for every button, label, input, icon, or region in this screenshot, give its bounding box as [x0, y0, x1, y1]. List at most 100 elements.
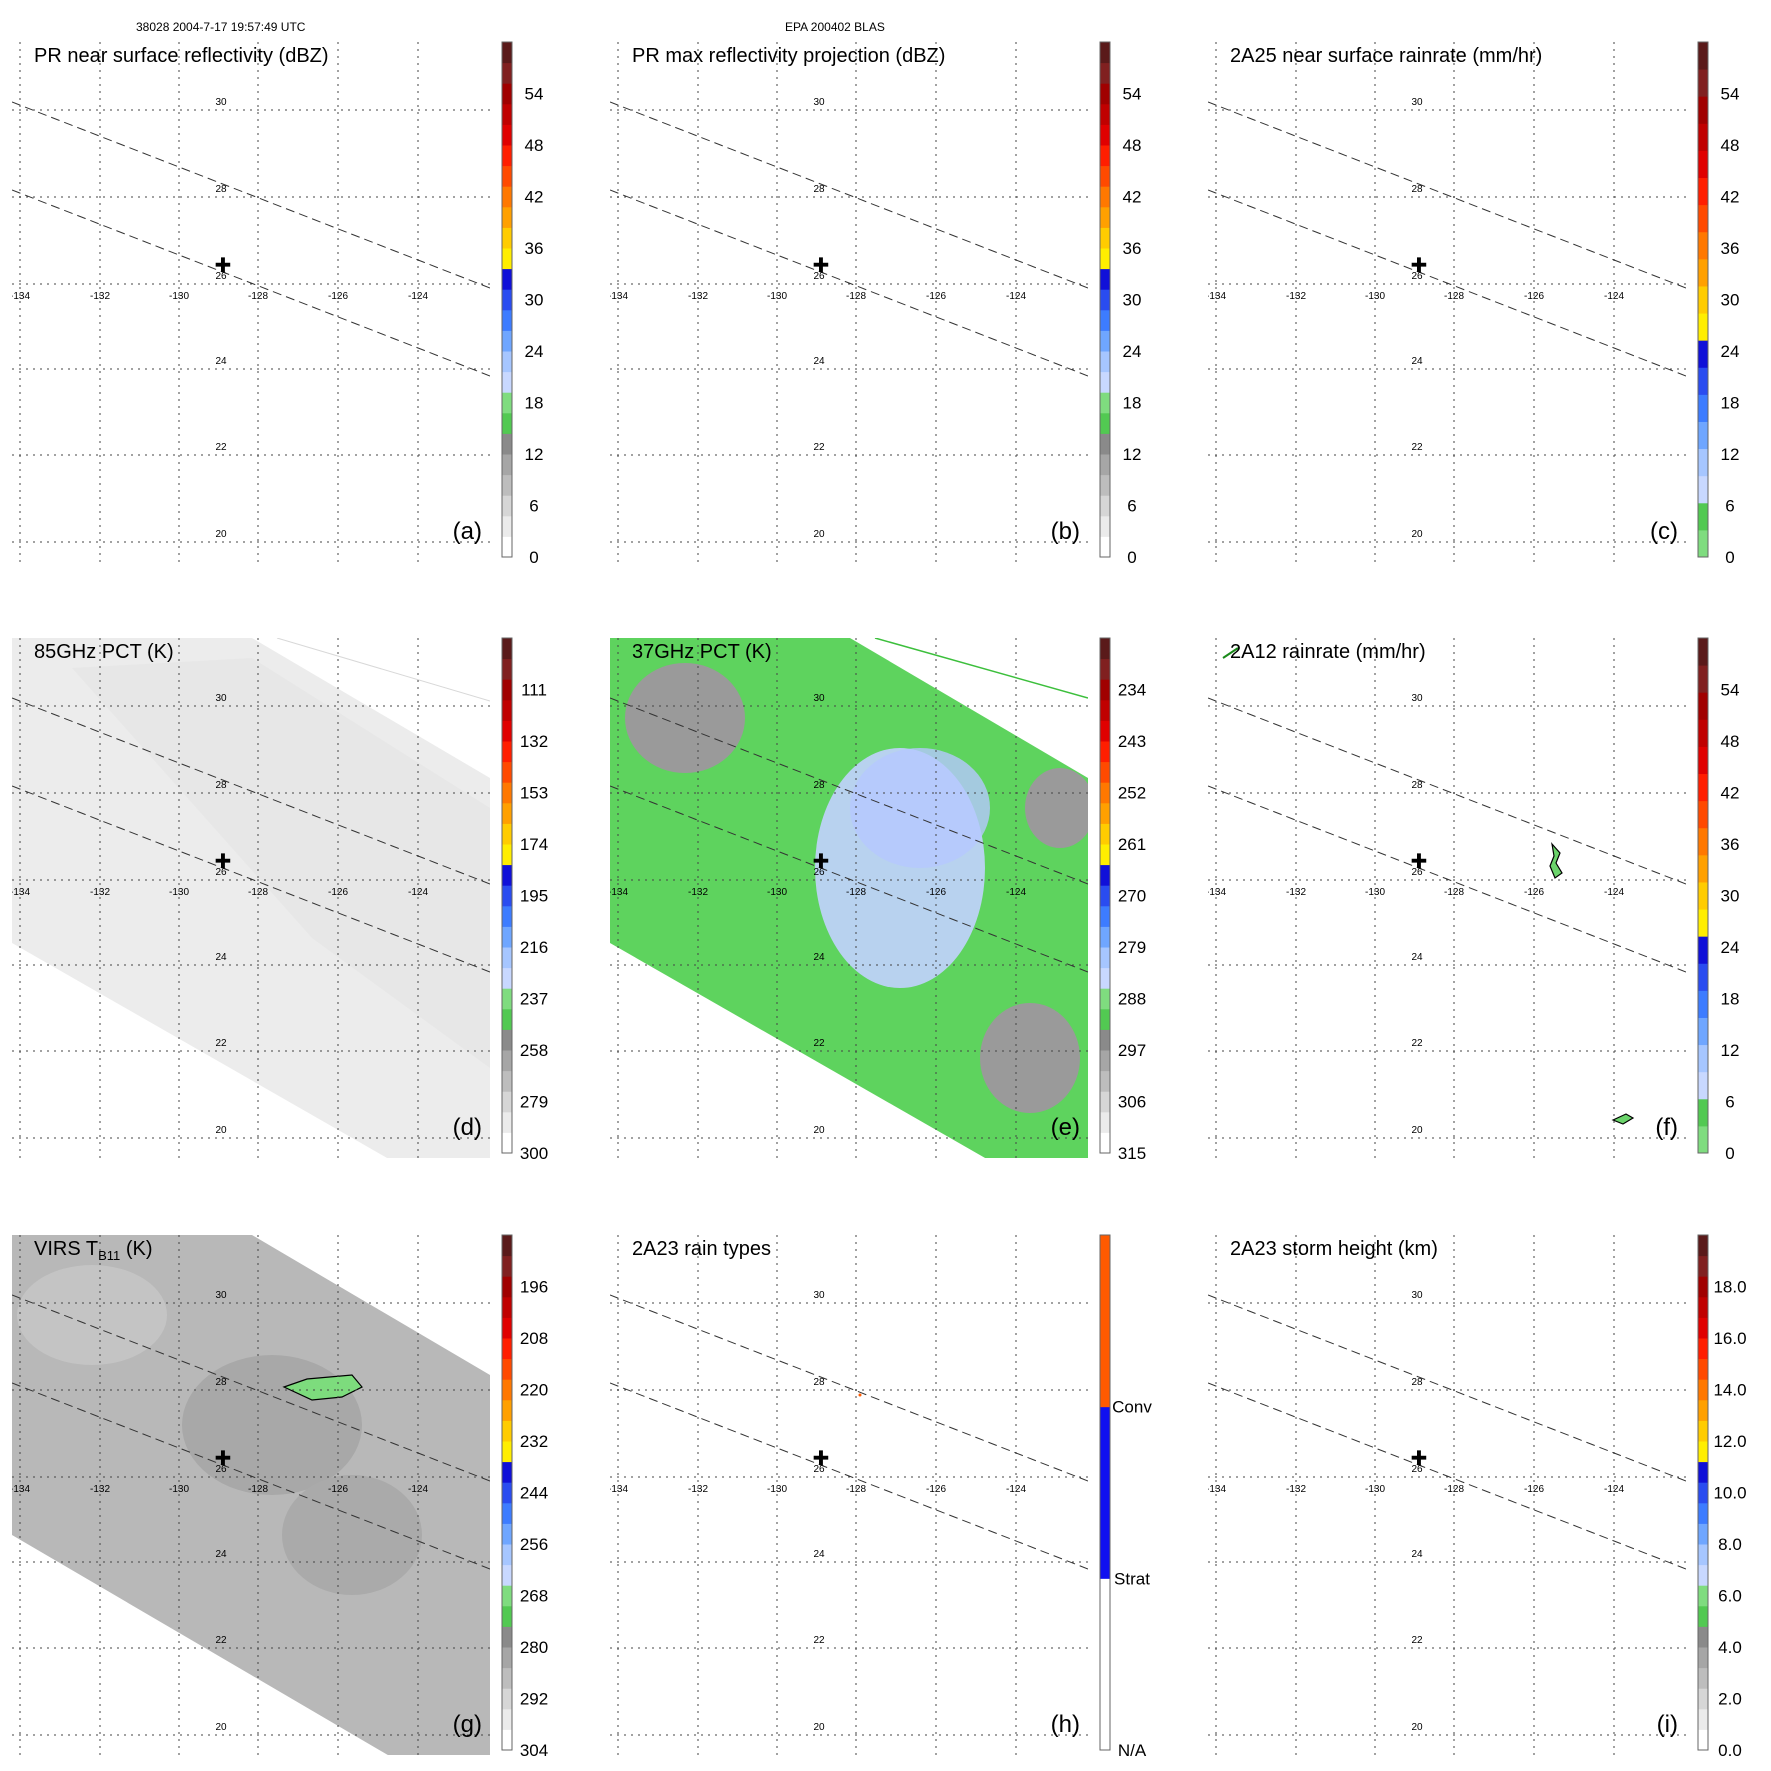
site-marker-icon: ✚ — [215, 253, 232, 277]
colorbar-tick-label: 2.0 — [1718, 1690, 1742, 1709]
colorbar-segment — [1100, 83, 1110, 105]
colorbar-segment — [1698, 1605, 1708, 1627]
colorbar-segment — [1698, 1729, 1708, 1751]
lat-tick-label: 28 — [813, 780, 825, 791]
panel-g: -134 -132 -130 -128 -126 -124 30 28 26 24 22 20 ✚ VIR… — [12, 1234, 548, 1760]
site-marker-icon: ✚ — [215, 1446, 232, 1470]
colorbar-tick-label: 24 — [1721, 342, 1740, 361]
colorbar-segment — [1100, 926, 1110, 948]
colorbar-tick-label: 268 — [520, 1587, 548, 1606]
colorbar-segment — [1698, 204, 1708, 233]
colorbar-tick-label: Conv — [1112, 1398, 1152, 1417]
lon-tick-label: -124 — [1006, 1484, 1026, 1495]
colorbar-segment — [502, 823, 512, 845]
colorbar-tick-label: 0 — [1127, 548, 1136, 567]
lat-tick-label: 26 — [1411, 271, 1423, 282]
panel-title: PR near surface reflectivity (dBZ) — [34, 45, 329, 67]
lon-tick-label: -124 — [408, 1484, 428, 1495]
colorbar-segment — [502, 926, 512, 948]
colorbar-tick-label: 36 — [525, 239, 544, 258]
colorbar-segment — [502, 103, 512, 125]
lon-tick-label: -128 — [846, 1484, 866, 1495]
colorbar-segment — [502, 1605, 512, 1627]
colorbar-tick-label: 0 — [1725, 1144, 1734, 1163]
colorbar-tick-label: 0 — [529, 548, 538, 567]
colorbar-tick-label: 0 — [1725, 548, 1734, 567]
map-area: -134 -132 -130 -128 -126 -124 30 28 26 24 22 20 ✚ — [610, 42, 1088, 562]
colorbar-tick-label: 300 — [520, 1144, 548, 1163]
colorbar-segment — [1698, 854, 1708, 883]
colorbar-segment — [502, 679, 512, 701]
colorbar-segment — [1100, 1349, 1110, 1408]
colorbar-tick-label: 12 — [1721, 445, 1740, 464]
colorbar-segment — [502, 782, 512, 804]
lon-tick-label: -132 — [90, 1484, 110, 1495]
lon-tick-label: -130 — [767, 887, 787, 898]
lon-tick-label: -132 — [688, 291, 708, 302]
colorbar-segment — [502, 1050, 512, 1072]
lon-tick-label: -134 — [608, 1484, 628, 1495]
colorbar-segment — [502, 165, 512, 187]
lon-tick-label: -128 — [1444, 887, 1464, 898]
map-area: -134 -132 -130 -128 -126 -124 30 28 26 24 22 20 ✚ — [12, 638, 490, 1158]
colorbar-tick-label: 258 — [520, 1041, 548, 1060]
lat-tick-label: 26 — [813, 867, 825, 878]
colorbar-segment — [1698, 258, 1708, 287]
panel-a: -134 -132 -130 -128 -126 -124 30 28 26 24 22 20 ✚ PR … — [10, 41, 544, 567]
colorbar-segment — [502, 658, 512, 680]
lon-tick-label: -130 — [767, 291, 787, 302]
lon-tick-label: -126 — [1524, 887, 1544, 898]
rain-cell — [1549, 842, 1563, 879]
colorbar-segment — [1698, 1098, 1708, 1127]
colorbar-tick-label: 48 — [525, 136, 544, 155]
colorbar-segment — [1100, 495, 1110, 517]
colorbar-segment — [1698, 421, 1708, 450]
colorbar-segment — [502, 988, 512, 1010]
panel-title-main: VIRS T — [34, 1238, 98, 1260]
lat-tick-label: 20 — [215, 1722, 227, 1733]
lon-tick-label: -128 — [846, 291, 866, 302]
lon-tick-label: -134 — [10, 291, 30, 302]
colorbar-segment — [502, 1688, 512, 1710]
colorbar-segment — [1698, 1523, 1708, 1545]
colorbar-frame — [1697, 1234, 1709, 1751]
colorbar-tick-label: 292 — [520, 1690, 548, 1709]
site-marker-icon: ✚ — [1411, 1446, 1428, 1470]
site-marker-icon: ✚ — [215, 849, 232, 873]
lat-tick-label: 30 — [1411, 1290, 1423, 1301]
colorbar-segment — [502, 454, 512, 476]
colorbar-segment — [1100, 186, 1110, 208]
colorbar-segment — [1698, 1276, 1708, 1298]
colorbar-segment — [502, 905, 512, 927]
panel-title: VIRS TB11 (K) — [34, 1238, 152, 1263]
pr-swath-edge-north — [610, 1294, 1088, 1482]
lat-tick-label: 24 — [813, 356, 825, 367]
colorbar-tick-label: 280 — [520, 1638, 548, 1657]
lon-tick-label: -130 — [1365, 291, 1385, 302]
lon-tick-label: -132 — [1286, 1484, 1306, 1495]
colorbar-tick-label: 288 — [1118, 990, 1146, 1009]
colorbar-segment — [502, 1544, 512, 1566]
lon-tick-label: -132 — [1286, 291, 1306, 302]
colorbar-segment — [502, 864, 512, 886]
pr-swath-edge-north — [610, 101, 1088, 289]
pr-swath-edge-north — [12, 697, 490, 885]
colorbar-segment — [1100, 351, 1110, 373]
lat-tick-label: 30 — [813, 693, 825, 704]
pr-swath-edge-south — [1208, 785, 1686, 973]
cold-patch-se — [980, 1003, 1080, 1113]
colorbar-tick-label: 6.0 — [1718, 1587, 1742, 1606]
lat-tick-label: 22 — [215, 1635, 227, 1646]
colorbar-tick-label: 153 — [520, 784, 548, 803]
colorbar-segment — [1100, 412, 1110, 434]
colorbar-segment — [1698, 1667, 1708, 1689]
lat-tick-label: 22 — [1411, 1635, 1423, 1646]
colorbar-segment — [1698, 1461, 1708, 1483]
colorbar-tick-label: 42 — [525, 188, 544, 207]
lat-tick-label: 30 — [1411, 97, 1423, 108]
panel-title: 2A23 rain types — [632, 1238, 771, 1260]
lat-tick-label: 28 — [215, 1377, 227, 1388]
colorbar-segment — [502, 330, 512, 352]
colorbar-segment — [1698, 394, 1708, 422]
lon-tick-label: -124 — [1604, 291, 1624, 302]
